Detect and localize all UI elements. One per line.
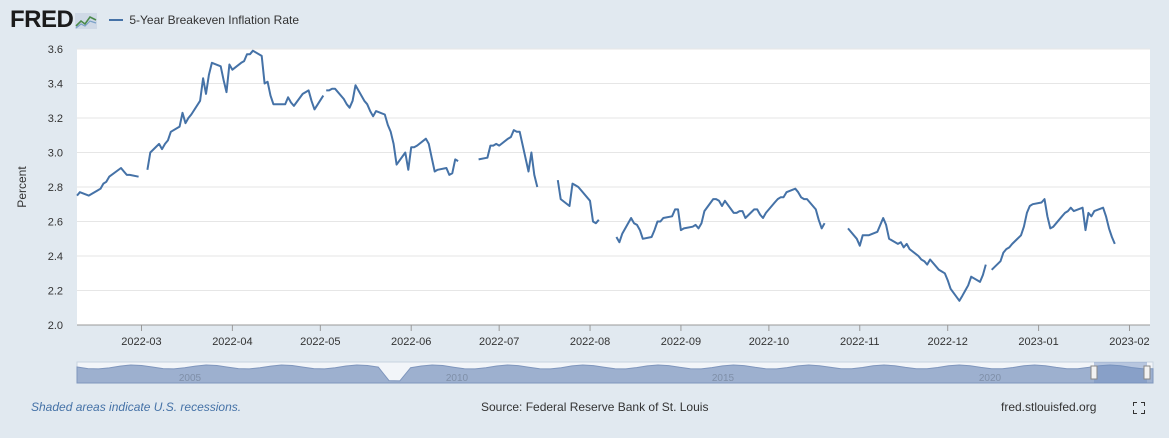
x-tick-label: 2022-03 (121, 336, 161, 348)
series-line (326, 84, 459, 176)
fullscreen-icon[interactable] (1133, 402, 1145, 414)
x-tick-label: 2023-01 (1018, 336, 1058, 348)
x-tick-label: 2022-08 (570, 336, 610, 348)
series-line (556, 179, 600, 225)
x-tick-label: 2022-10 (749, 336, 789, 348)
navigator-label: 2005 (179, 373, 202, 384)
series-line (478, 129, 539, 188)
y-tick-label: 3.0 (48, 148, 63, 160)
legend-swatch (109, 19, 124, 21)
y-tick-label: 2.6 (48, 217, 63, 229)
navigator-label: 2020 (979, 373, 1002, 384)
fred-logo-text: FRED (10, 6, 74, 33)
y-tick-label: 3.2 (48, 113, 63, 125)
x-tick-label: 2022-11 (840, 336, 880, 348)
chart-header: FRED 5-Year Breakeven Inflation Rate (10, 6, 299, 34)
navigator-label: 2015 (712, 373, 735, 384)
y-tick-label: 2.2 (48, 286, 63, 298)
navigator-series (76, 364, 1154, 384)
x-tick-label: 2023-02 (1109, 336, 1149, 348)
x-tick-label: 2022-06 (391, 336, 431, 348)
navigator-label: 2010 (446, 373, 469, 384)
y-axis-label: Percent (15, 166, 29, 208)
x-tick-label: 2022-04 (212, 336, 252, 348)
y-tick-label: 2.8 (48, 182, 63, 194)
x-tick-label: 2022-07 (479, 336, 519, 348)
y-tick-label: 3.4 (48, 79, 63, 91)
series-line (991, 198, 1116, 271)
fred-logo[interactable]: FRED (10, 6, 98, 34)
series-line (76, 167, 139, 197)
x-tick-label: 2022-09 (661, 336, 701, 348)
y-tick-label: 2.0 (48, 320, 63, 332)
y-tick-label: 3.6 (48, 44, 63, 56)
x-tick-label: 2022-12 (928, 336, 968, 348)
series-line (146, 49, 325, 170)
source-text: Source: Federal Reserve Bank of St. Loui… (481, 400, 709, 414)
navigator-handle-right[interactable] (1143, 365, 1151, 380)
series-line (847, 217, 987, 302)
recessions-note: Shaded areas indicate U.S. recessions. (31, 400, 242, 414)
series-line (615, 187, 826, 244)
chart-legend: 5-Year Breakeven Inflation Rate (109, 13, 299, 27)
site-link[interactable]: fred.stlouisfed.org (1001, 400, 1097, 414)
x-tick-label: 2022-05 (300, 336, 340, 348)
y-tick-label: 2.4 (48, 251, 63, 263)
navigator-selection (1094, 362, 1147, 383)
fred-chart-icon (75, 13, 98, 29)
navigator-handle-left[interactable] (1090, 365, 1098, 380)
legend-label: 5-Year Breakeven Inflation Rate (129, 13, 300, 27)
